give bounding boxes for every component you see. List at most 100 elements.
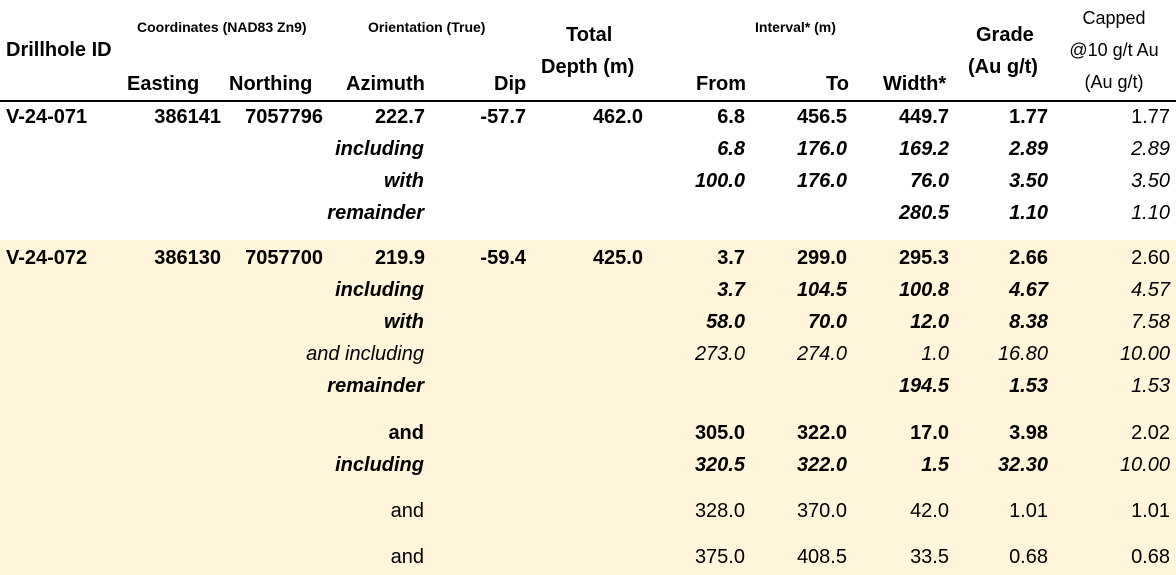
cell-grade: 1.77 [1009,106,1048,128]
table-row: V-24-071 386141 7057796 222.7 -57.7 462.0 6.8 4… [0,102,1176,132]
cell-grade: 1.01 [1009,500,1048,522]
header-interval-group: Interval* (m) [755,19,836,35]
cell-capped: 4.57 [1131,279,1170,301]
table-row: and 375.0 408.5 33.5 0.68 0.68 [0,542,1176,572]
cell-capped: 10.00 [1119,454,1170,476]
cell-capped: 7.58 [1131,311,1170,333]
header-from: From [696,73,746,95]
header-capped: Capped [1082,8,1146,28]
cell-interval-label: with [384,311,424,333]
cell-grade: 1.53 [1009,375,1048,397]
cell-grade: 8.38 [1009,311,1048,333]
cell-width: 1.5 [921,454,949,476]
cell-grade: 32.30 [997,454,1048,476]
table-row: V-24-072 386130 7057700 219.9 -59.4 425.0 3.7 2… [0,243,1176,273]
header-width: Width* [883,73,947,95]
cell-azimuth: 219.9 [374,247,425,269]
table-row: and including 273.0 274.0 1.0 16.80 10.00 [0,339,1176,369]
cell-from: 3.7 [717,247,745,269]
cell-grade: 0.68 [1009,546,1048,568]
cell-from: 375.0 [694,546,745,568]
table-row: with 100.0 176.0 76.0 3.50 3.50 [0,166,1176,196]
cell-to: 370.0 [796,500,847,522]
cell-interval-label: and [390,500,424,522]
cell-grade: 3.98 [1009,422,1048,444]
cell-grade: 2.66 [1009,247,1048,269]
cell-width: 76.0 [910,170,949,192]
cell-from: 6.8 [717,106,745,128]
cell-to: 322.0 [796,454,847,476]
cell-to: 274.0 [796,343,847,365]
cell-to: 176.0 [796,170,847,192]
cell-grade: 1.10 [1009,202,1048,224]
cell-interval-label: and including [306,343,424,365]
table-row: including 3.7 104.5 100.8 4.67 4.57 [0,275,1176,305]
cell-width: 194.5 [898,375,949,397]
table-row: and 305.0 322.0 17.0 3.98 2.02 [0,418,1176,448]
cell-to: 408.5 [796,546,847,568]
cell-to: 104.5 [796,279,847,301]
cell-from: 58.0 [706,311,745,333]
header-grade: Grade [976,24,1034,46]
cell-from: 6.8 [717,138,745,160]
header-northing: Northing [229,73,313,95]
cell-width: 280.5 [898,202,949,224]
header-capped-unit: (Au g/t) [1084,72,1144,92]
cell-capped: 0.68 [1131,546,1170,568]
cell-from: 305.0 [694,422,745,444]
cell-grade: 3.50 [1009,170,1048,192]
cell-capped: 1.01 [1131,500,1170,522]
cell-capped: 1.53 [1131,375,1170,397]
cell-capped: 1.77 [1131,106,1170,128]
cell-width: 169.2 [898,138,949,160]
table-header: Drillhole ID Coordinates (NAD83 Zn9) Eas… [0,0,1176,102]
header-total: Total [566,24,613,46]
cell-interval-label: and [388,422,424,444]
cell-interval-label: with [384,170,424,192]
cell-capped: 2.60 [1131,247,1170,269]
cell-to: 176.0 [796,138,847,160]
cell-drillhole-id: V-24-072 [6,247,88,269]
cell-capped: 2.02 [1131,422,1170,444]
table-row: remainder 280.5 1.10 1.10 [0,198,1176,228]
table-row: including 320.5 322.0 1.5 32.30 10.00 [0,450,1176,480]
header-orientation-group: Orientation (True) [368,19,486,35]
cell-from: 100.0 [694,170,745,192]
header-easting: Easting [127,73,200,95]
header-dip: Dip [494,73,527,95]
cell-from: 273.0 [694,343,745,365]
table-row: including 6.8 176.0 169.2 2.89 2.89 [0,134,1176,164]
cell-to: 299.0 [796,247,847,269]
cell-azimuth: 222.7 [374,106,425,128]
cell-width: 42.0 [910,500,949,522]
table-row: and 328.0 370.0 42.0 1.01 1.01 [0,496,1176,526]
cell-width: 12.0 [910,311,949,333]
cell-grade: 2.89 [1009,138,1048,160]
cell-capped: 10.00 [1119,343,1170,365]
header-azimuth: Azimuth [346,73,425,95]
hole-v24071-band [0,100,1176,240]
hole-v24072-band [0,240,1176,575]
cell-interval-label: and [390,546,424,568]
cell-from: 328.0 [694,500,745,522]
cell-grade: 4.67 [1009,279,1048,301]
cell-from: 320.5 [694,454,745,476]
header-to: To [826,73,849,95]
header-grade-unit: (Au g/t) [968,56,1038,78]
cell-drillhole-id: V-24-071 [6,106,88,128]
cell-to: 456.5 [796,106,847,128]
cell-to: 70.0 [808,311,847,333]
cell-width: 449.7 [898,106,949,128]
cell-width: 17.0 [910,422,949,444]
cell-width: 1.0 [921,343,949,365]
table-row: with 58.0 70.0 12.0 8.38 7.58 [0,307,1176,337]
cell-dip: -57.7 [480,106,526,128]
cell-total-depth: 425.0 [592,247,643,269]
cell-interval-label: including [335,279,424,301]
header-capped-threshold: @10 g/t Au [1069,40,1159,60]
cell-width: 295.3 [898,247,949,269]
cell-width: 33.5 [910,546,949,568]
cell-interval-label: including [335,138,424,160]
cell-easting: 386130 [154,247,221,269]
cell-northing: 7057796 [245,106,323,128]
